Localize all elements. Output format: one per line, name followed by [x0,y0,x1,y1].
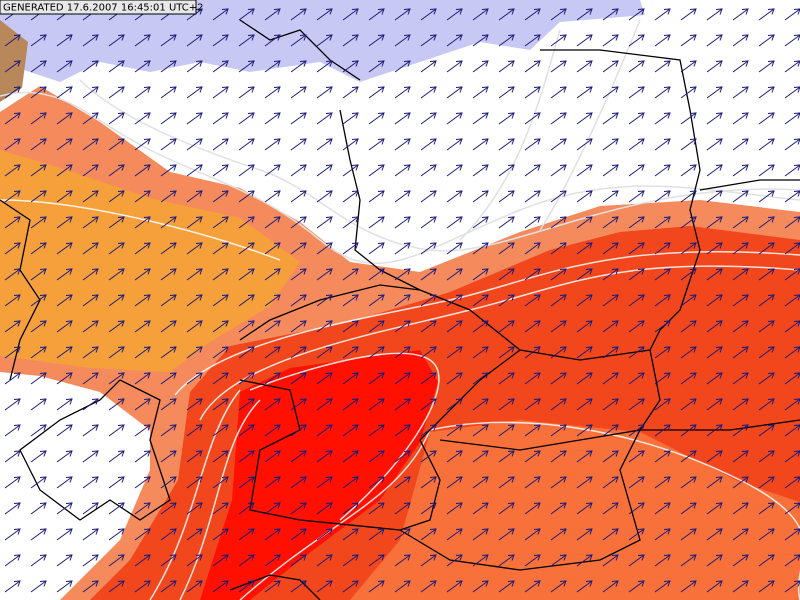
stamp-box [0,0,197,15]
generated-label: GENERATED 17.6.2007 16:45:01 UTC+2 [3,3,204,14]
